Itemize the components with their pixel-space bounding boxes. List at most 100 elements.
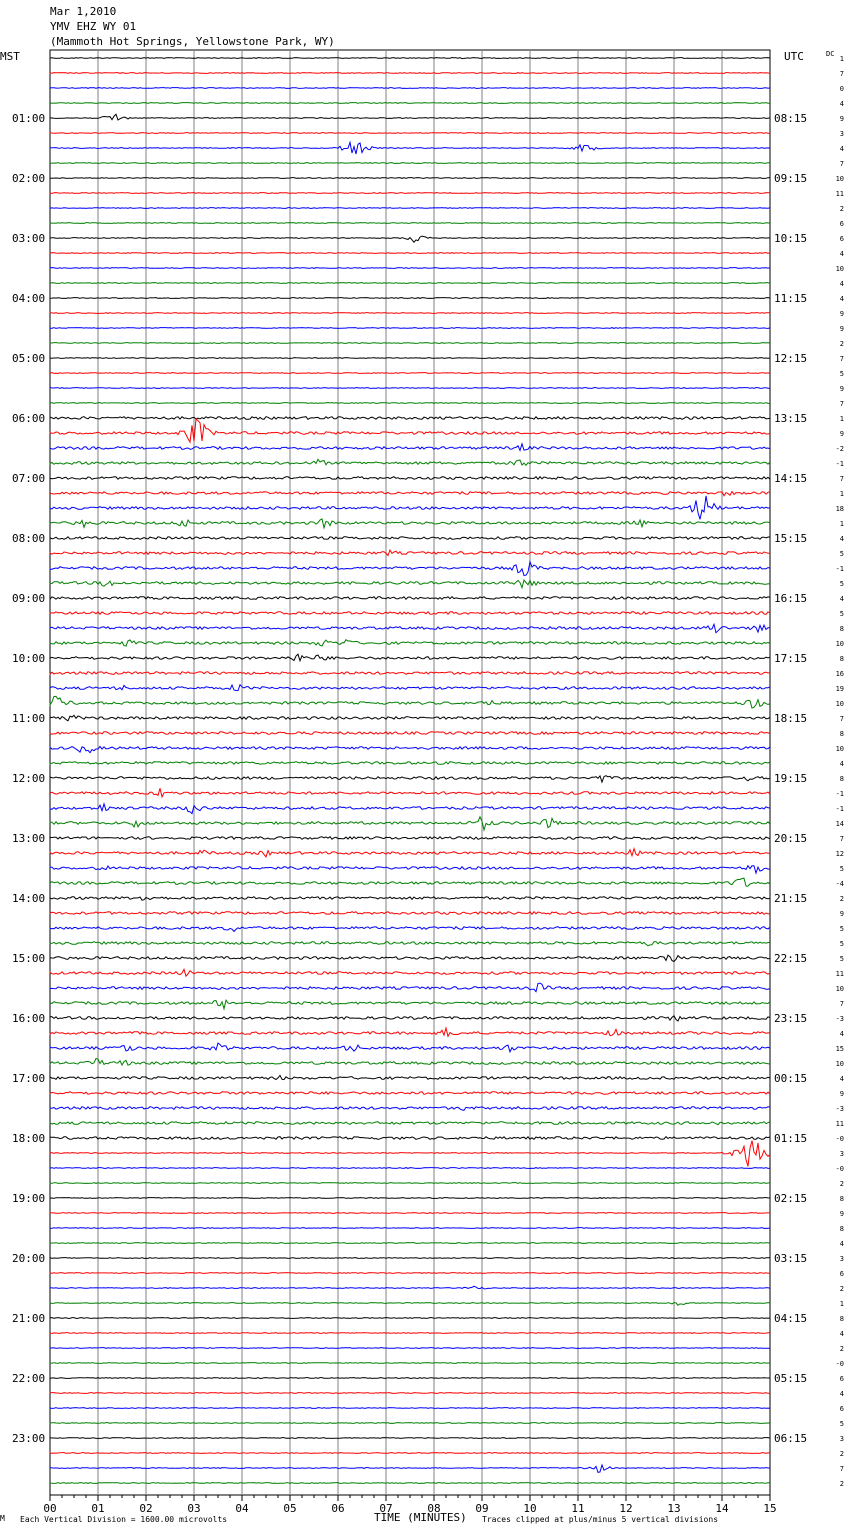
- trace-line: [49, 1212, 771, 1214]
- utc-tick-label: 20:15: [774, 832, 807, 845]
- trace-line: [49, 622, 770, 634]
- trace-line: [49, 548, 771, 557]
- trace-line: [49, 596, 771, 601]
- x-tick-label: 11: [571, 1502, 584, 1515]
- trace-line: [49, 1140, 771, 1167]
- trace-line: [49, 653, 771, 663]
- dc-offset-label: 5: [840, 955, 844, 963]
- dc-offset-label: 10: [836, 1060, 844, 1068]
- mst-tick-label: 11:00: [12, 712, 45, 725]
- dc-offset-label: 4: [840, 1075, 844, 1083]
- utc-tick-label: 10:15: [774, 232, 807, 245]
- dc-offset-label: -1: [836, 790, 844, 798]
- clipping-note: Traces clipped at plus/minus 5 vertical …: [482, 1515, 719, 1524]
- dc-offset-label: 2: [840, 1180, 844, 1188]
- trace-line: [49, 357, 771, 359]
- dc-offset-label: 4: [840, 595, 844, 603]
- dc-offset-label: 4: [840, 1330, 844, 1338]
- trace-line: [49, 695, 771, 709]
- trace-line: [49, 1482, 771, 1484]
- dc-offset-label: 4: [840, 100, 844, 108]
- trace-line: [49, 102, 771, 104]
- trace-line: [49, 802, 771, 815]
- dc-offset-label: 6: [840, 1405, 844, 1413]
- dc-offset-label: 9: [840, 1090, 844, 1098]
- x-tick-label: 07: [379, 1502, 392, 1515]
- mst-tick-label: 16:00: [12, 1012, 45, 1025]
- utc-tick-label: 11:15: [774, 292, 807, 305]
- utc-tick-label: 01:15: [774, 1132, 807, 1145]
- trace-line: [49, 1302, 771, 1306]
- dc-offset-label: -3: [836, 1105, 844, 1113]
- trace-line: [49, 683, 771, 692]
- dc-offset-label: -0: [836, 1165, 844, 1173]
- dc-offset-label: -2: [836, 445, 844, 453]
- trace-line: [49, 235, 770, 243]
- dc-offset-label: 7: [840, 475, 844, 483]
- utc-tick-label: 16:15: [774, 592, 807, 605]
- dc-offset-label: 4: [840, 280, 844, 288]
- trace-line: [49, 490, 771, 497]
- dc-offset-label: 9: [840, 385, 844, 393]
- dc-offset-label: 7: [840, 70, 844, 78]
- dc-offset-label: -4: [836, 880, 844, 888]
- dc-offset-label: 5: [840, 940, 844, 948]
- trace-line: [49, 1463, 771, 1473]
- trace-line: [49, 982, 771, 993]
- dc-offset-label: 4: [840, 535, 844, 543]
- trace-line: [49, 788, 771, 799]
- trace-line: [49, 518, 771, 530]
- dc-offset-label: 5: [840, 550, 844, 558]
- x-tick-label: 15: [763, 1502, 776, 1515]
- trace-line: [49, 1167, 771, 1169]
- trace-line: [49, 1285, 771, 1290]
- mst-tick-label: 02:00: [12, 172, 45, 185]
- trace-line: [49, 140, 771, 155]
- trace-line: [49, 207, 771, 210]
- trace-line: [49, 418, 771, 444]
- dc-offset-label: 3: [840, 1435, 844, 1443]
- trace-line: [49, 72, 771, 74]
- trace-line: [49, 56, 771, 60]
- trace-line: [49, 670, 771, 676]
- trace-line: [49, 1026, 771, 1038]
- dc-offset-label: 10: [836, 640, 844, 648]
- vertical-division-note: Each Vertical Division = 1600.00 microvo…: [20, 1515, 228, 1524]
- utc-tick-label: 02:15: [774, 1192, 807, 1205]
- trace-line: [49, 910, 771, 916]
- x-tick-label: 06: [331, 1502, 344, 1515]
- x-tick-label: 12: [619, 1502, 632, 1515]
- corner-mark: M: [0, 1514, 5, 1523]
- trace-line: [49, 999, 771, 1011]
- dc-offset-label: -1: [836, 460, 844, 468]
- dc-offset-label: 2: [840, 895, 844, 903]
- trace-line: [49, 846, 771, 858]
- dc-offset-label: 7: [840, 400, 844, 408]
- dc-offset-label: 5: [840, 370, 844, 378]
- dc-offset-label: 9: [840, 310, 844, 318]
- trace-line: [49, 1347, 771, 1349]
- dc-offset-label: 4: [840, 1030, 844, 1038]
- x-axis-label: TIME (MINUTES): [374, 1511, 467, 1524]
- trace-line: [49, 1242, 771, 1245]
- dc-offset-label: 7: [840, 355, 844, 363]
- trace-line: [49, 342, 771, 344]
- mst-tick-label: 15:00: [12, 952, 45, 965]
- utc-axis-title: UTC: [784, 50, 804, 63]
- trace-line: [49, 1120, 771, 1126]
- trace-line: [49, 87, 771, 89]
- trace-line: [49, 559, 771, 576]
- mst-tick-label: 01:00: [12, 112, 45, 125]
- dc-offset-label: 7: [840, 1000, 844, 1008]
- trace-line: [49, 1377, 770, 1379]
- dc-offset-label: 9: [840, 1210, 844, 1218]
- trace-line: [49, 877, 771, 887]
- dc-offset-label: 1: [840, 1300, 844, 1308]
- trace-line: [49, 940, 771, 947]
- dc-offset-label: 12: [836, 850, 844, 858]
- mst-tick-label: 04:00: [12, 292, 45, 305]
- trace-line: [49, 835, 771, 840]
- dc-offset-label: 8: [840, 730, 844, 738]
- x-tick-label: 10: [523, 1502, 536, 1515]
- x-tick-label: 01: [91, 1502, 104, 1515]
